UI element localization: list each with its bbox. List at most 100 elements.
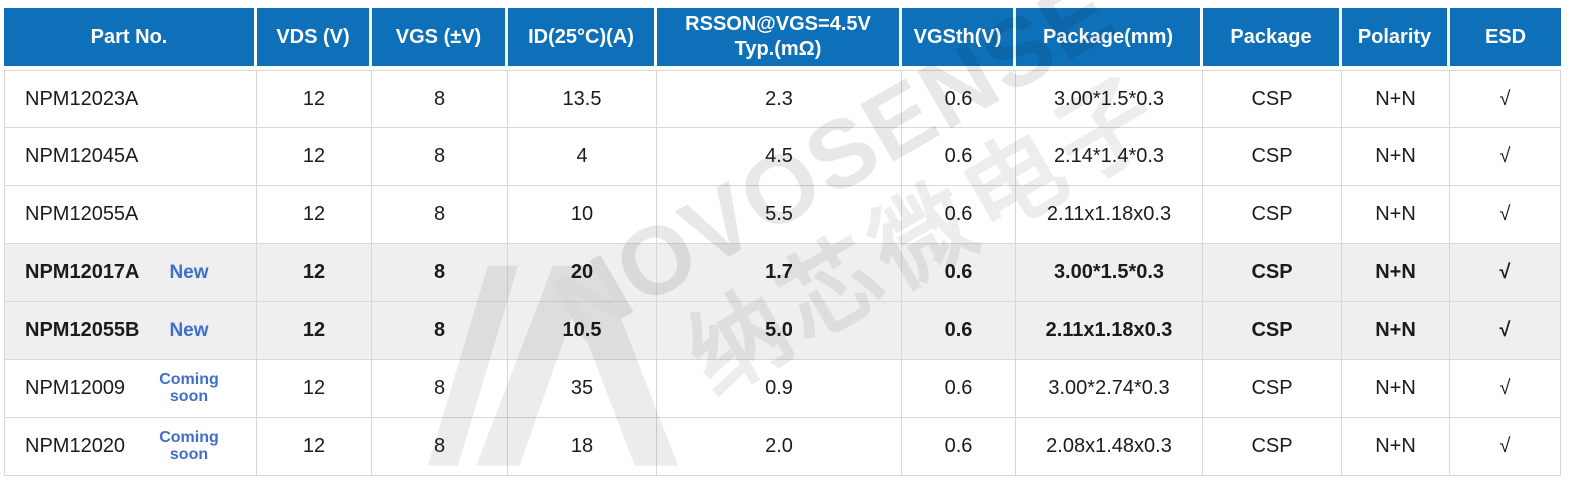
column-header-pkgmm: Package(mm) xyxy=(1016,8,1203,70)
cell-vgs: 8 xyxy=(372,186,508,244)
status-badge: Coming soon xyxy=(159,370,219,405)
cell-polarity: N+N xyxy=(1342,360,1450,418)
cell-pkgmm: 2.11x1.18x0.3 xyxy=(1016,186,1203,244)
column-header-vds: VDS (V) xyxy=(257,8,372,70)
cell-id: 35 xyxy=(508,360,657,418)
cell-rsson: 2.3 xyxy=(657,70,902,128)
cell-id: 4 xyxy=(508,128,657,186)
part-number: NPM12055B xyxy=(25,319,140,341)
cell-vgsth: 0.6 xyxy=(902,128,1016,186)
cell-id: 13.5 xyxy=(508,70,657,128)
status-badge: New xyxy=(169,319,209,341)
cell-vds: 12 xyxy=(257,360,372,418)
cell-esd: √ xyxy=(1450,244,1561,302)
cell-pkg: CSP xyxy=(1203,302,1342,360)
cell-polarity: N+N xyxy=(1342,128,1450,186)
table-row: NPM12017A New 12 8 20 1.7 0.6 3.00*1.5*0.3 CSP N+… xyxy=(4,244,1561,302)
cell-esd: √ xyxy=(1450,302,1561,360)
cell-vgs: 8 xyxy=(372,128,508,186)
part-cell: NPM12017A New xyxy=(4,244,257,302)
cell-vgs: 8 xyxy=(372,360,508,418)
cell-esd: √ xyxy=(1450,70,1561,128)
cell-pkg: CSP xyxy=(1203,244,1342,302)
cell-pkgmm: 2.11x1.18x0.3 xyxy=(1016,302,1203,360)
part-cell: NPM12055B New xyxy=(4,302,257,360)
cell-pkgmm: 3.00*1.5*0.3 xyxy=(1016,70,1203,128)
cell-pkgmm: 2.14*1.4*0.3 xyxy=(1016,128,1203,186)
part-number: NPM12017A xyxy=(25,261,140,283)
column-header-rsson: RSSON@VGS=4.5V Typ.(mΩ) xyxy=(657,8,902,70)
cell-vgsth: 0.6 xyxy=(902,70,1016,128)
cell-rsson: 2.0 xyxy=(657,418,902,476)
cell-pkg: CSP xyxy=(1203,70,1342,128)
cell-vgsth: 0.6 xyxy=(902,302,1016,360)
part-number: NPM12009 xyxy=(25,377,126,399)
status-badge: Coming soon xyxy=(159,428,219,463)
cell-pkg: CSP xyxy=(1203,360,1342,418)
table-row: NPM12023A 12 8 13.5 2.3 0.6 3.00*1.5*0.3 CSP N+N… xyxy=(4,70,1561,128)
cell-vds: 12 xyxy=(257,70,372,128)
part-number: NPM12055A xyxy=(25,203,139,225)
table-header-row: Part No. VDS (V) VGS (±V) ID(25°C)(A) RSSON@… xyxy=(4,8,1561,70)
cell-pkg: CSP xyxy=(1203,128,1342,186)
cell-vgs: 8 xyxy=(372,418,508,476)
part-cell: NPM12045A xyxy=(4,128,257,186)
cell-vds: 12 xyxy=(257,418,372,476)
cell-vgsth: 0.6 xyxy=(902,186,1016,244)
cell-pkgmm: 3.00*1.5*0.3 xyxy=(1016,244,1203,302)
column-header-vgsth: VGSth(V) xyxy=(902,8,1016,70)
cell-pkgmm: 2.08x1.48x0.3 xyxy=(1016,418,1203,476)
cell-pkgmm: 3.00*2.74*0.3 xyxy=(1016,360,1203,418)
table-row: NPM12045A 12 8 4 4.5 0.6 2.14*1.4*0.3 CSP N+N √ xyxy=(4,128,1561,186)
cell-vds: 12 xyxy=(257,244,372,302)
part-number: NPM12020 xyxy=(25,435,126,457)
part-cell: NPM12055A xyxy=(4,186,257,244)
cell-polarity: N+N xyxy=(1342,186,1450,244)
cell-polarity: N+N xyxy=(1342,418,1450,476)
cell-vds: 12 xyxy=(257,128,372,186)
column-header-polarity: Polarity xyxy=(1342,8,1450,70)
cell-vgsth: 0.6 xyxy=(902,244,1016,302)
cell-esd: √ xyxy=(1450,418,1561,476)
cell-polarity: N+N xyxy=(1342,70,1450,128)
part-cell: NPM12009 Coming soon xyxy=(4,360,257,418)
column-header-vgs: VGS (±V) xyxy=(372,8,508,70)
cell-pkg: CSP xyxy=(1203,418,1342,476)
cell-vgsth: 0.6 xyxy=(902,418,1016,476)
cell-rsson: 5.0 xyxy=(657,302,902,360)
table-row: NPM12020 Coming soon 12 8 18 2.0 0.6 2.08x1.48x… xyxy=(4,418,1561,476)
cell-id: 18 xyxy=(508,418,657,476)
cell-vds: 12 xyxy=(257,186,372,244)
part-cell: NPM12023A xyxy=(4,70,257,128)
cell-polarity: N+N xyxy=(1342,302,1450,360)
cell-id: 20 xyxy=(508,244,657,302)
cell-id: 10 xyxy=(508,186,657,244)
part-number: NPM12045A xyxy=(25,145,139,167)
column-header-id: ID(25°C)(A) xyxy=(508,8,657,70)
cell-vds: 12 xyxy=(257,302,372,360)
table-row: NPM12055A 12 8 10 5.5 0.6 2.11x1.18x0.3 CSP N+N √ xyxy=(4,186,1561,244)
table-body: NPM12023A 12 8 13.5 2.3 0.6 3.00*1.5*0.3 CSP N+N… xyxy=(4,70,1561,476)
cell-pkg: CSP xyxy=(1203,186,1342,244)
part-cell: NPM12020 Coming soon xyxy=(4,418,257,476)
cell-id: 10.5 xyxy=(508,302,657,360)
cell-rsson: 4.5 xyxy=(657,128,902,186)
cell-rsson: 5.5 xyxy=(657,186,902,244)
cell-esd: √ xyxy=(1450,128,1561,186)
table-row: NPM12009 Coming soon 12 8 35 0.9 0.6 3.00*2.74*… xyxy=(4,360,1561,418)
cell-vgsth: 0.6 xyxy=(902,360,1016,418)
cell-vgs: 8 xyxy=(372,302,508,360)
column-header-pkg: Package xyxy=(1203,8,1342,70)
cell-rsson: 1.7 xyxy=(657,244,902,302)
cell-esd: √ xyxy=(1450,186,1561,244)
part-number: NPM12023A xyxy=(25,87,139,110)
cell-vgs: 8 xyxy=(372,70,508,128)
cell-polarity: N+N xyxy=(1342,244,1450,302)
table-row: NPM12055B New 12 8 10.5 5.0 0.6 2.11x1.18x0.3 CS… xyxy=(4,302,1561,360)
cell-esd: √ xyxy=(1450,360,1561,418)
mosfet-parts-table: Part No. VDS (V) VGS (±V) ID(25°C)(A) RSSON@… xyxy=(4,8,1561,476)
cell-rsson: 0.9 xyxy=(657,360,902,418)
column-header-esd: ESD xyxy=(1450,8,1561,70)
cell-vgs: 8 xyxy=(372,244,508,302)
